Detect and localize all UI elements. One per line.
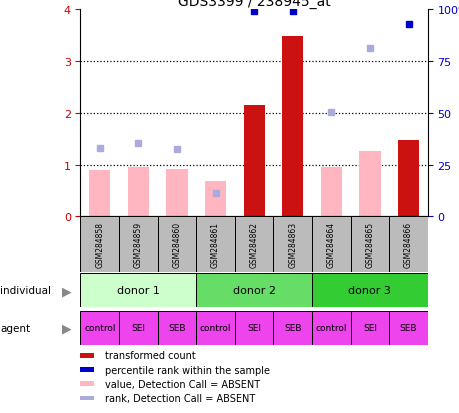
Bar — [80, 353, 94, 358]
Title: GDS3399 / 238945_at: GDS3399 / 238945_at — [177, 0, 330, 9]
Bar — [281, 37, 302, 217]
Text: GSM284863: GSM284863 — [288, 222, 297, 268]
Bar — [311, 217, 350, 273]
Bar — [119, 311, 157, 345]
Text: ▶: ▶ — [62, 321, 71, 335]
Bar — [243, 106, 264, 217]
Bar — [128, 168, 149, 217]
Text: donor 2: donor 2 — [232, 286, 275, 296]
Text: donor 3: donor 3 — [348, 286, 391, 296]
Text: GSM284865: GSM284865 — [364, 222, 374, 268]
Text: GSM284858: GSM284858 — [95, 222, 104, 268]
Bar — [273, 311, 311, 345]
Text: individual: individual — [0, 286, 51, 296]
Text: GSM284862: GSM284862 — [249, 222, 258, 268]
Bar — [80, 311, 119, 345]
Text: SEB: SEB — [168, 323, 185, 332]
Bar — [235, 217, 273, 273]
Bar — [80, 274, 196, 308]
Bar — [311, 274, 427, 308]
Bar — [157, 311, 196, 345]
Text: SEB: SEB — [399, 323, 416, 332]
Bar — [80, 368, 94, 372]
Text: GSM284861: GSM284861 — [211, 222, 219, 268]
Bar — [235, 311, 273, 345]
Bar — [80, 396, 94, 400]
Text: SEI: SEI — [362, 323, 376, 332]
Bar — [358, 151, 380, 217]
Text: percentile rank within the sample: percentile rank within the sample — [105, 365, 269, 375]
Bar — [388, 311, 427, 345]
Bar — [320, 168, 341, 217]
Bar — [157, 217, 196, 273]
Bar — [119, 217, 157, 273]
Text: ▶: ▶ — [62, 284, 71, 297]
Bar — [166, 169, 187, 217]
Bar — [196, 274, 311, 308]
Bar — [89, 170, 110, 217]
Text: SEI: SEI — [246, 323, 261, 332]
Text: agent: agent — [0, 323, 30, 333]
Text: control: control — [315, 323, 347, 332]
Bar — [388, 217, 427, 273]
Bar — [80, 217, 119, 273]
Bar — [196, 311, 235, 345]
Text: transformed count: transformed count — [105, 351, 195, 361]
Text: GSM284864: GSM284864 — [326, 222, 335, 268]
Text: value, Detection Call = ABSENT: value, Detection Call = ABSENT — [105, 379, 259, 389]
Text: SEB: SEB — [283, 323, 301, 332]
Bar — [273, 217, 311, 273]
Text: rank, Detection Call = ABSENT: rank, Detection Call = ABSENT — [105, 393, 254, 403]
Bar — [80, 382, 94, 386]
Bar — [350, 311, 388, 345]
Bar — [397, 141, 418, 217]
Text: control: control — [199, 323, 231, 332]
Bar — [205, 182, 226, 217]
Text: GSM284866: GSM284866 — [403, 222, 412, 268]
Bar — [196, 217, 235, 273]
Text: control: control — [84, 323, 115, 332]
Text: SEI: SEI — [131, 323, 145, 332]
Bar — [311, 311, 350, 345]
Text: donor 1: donor 1 — [117, 286, 159, 296]
Bar — [350, 217, 388, 273]
Text: GSM284860: GSM284860 — [172, 222, 181, 268]
Text: GSM284859: GSM284859 — [134, 222, 143, 268]
